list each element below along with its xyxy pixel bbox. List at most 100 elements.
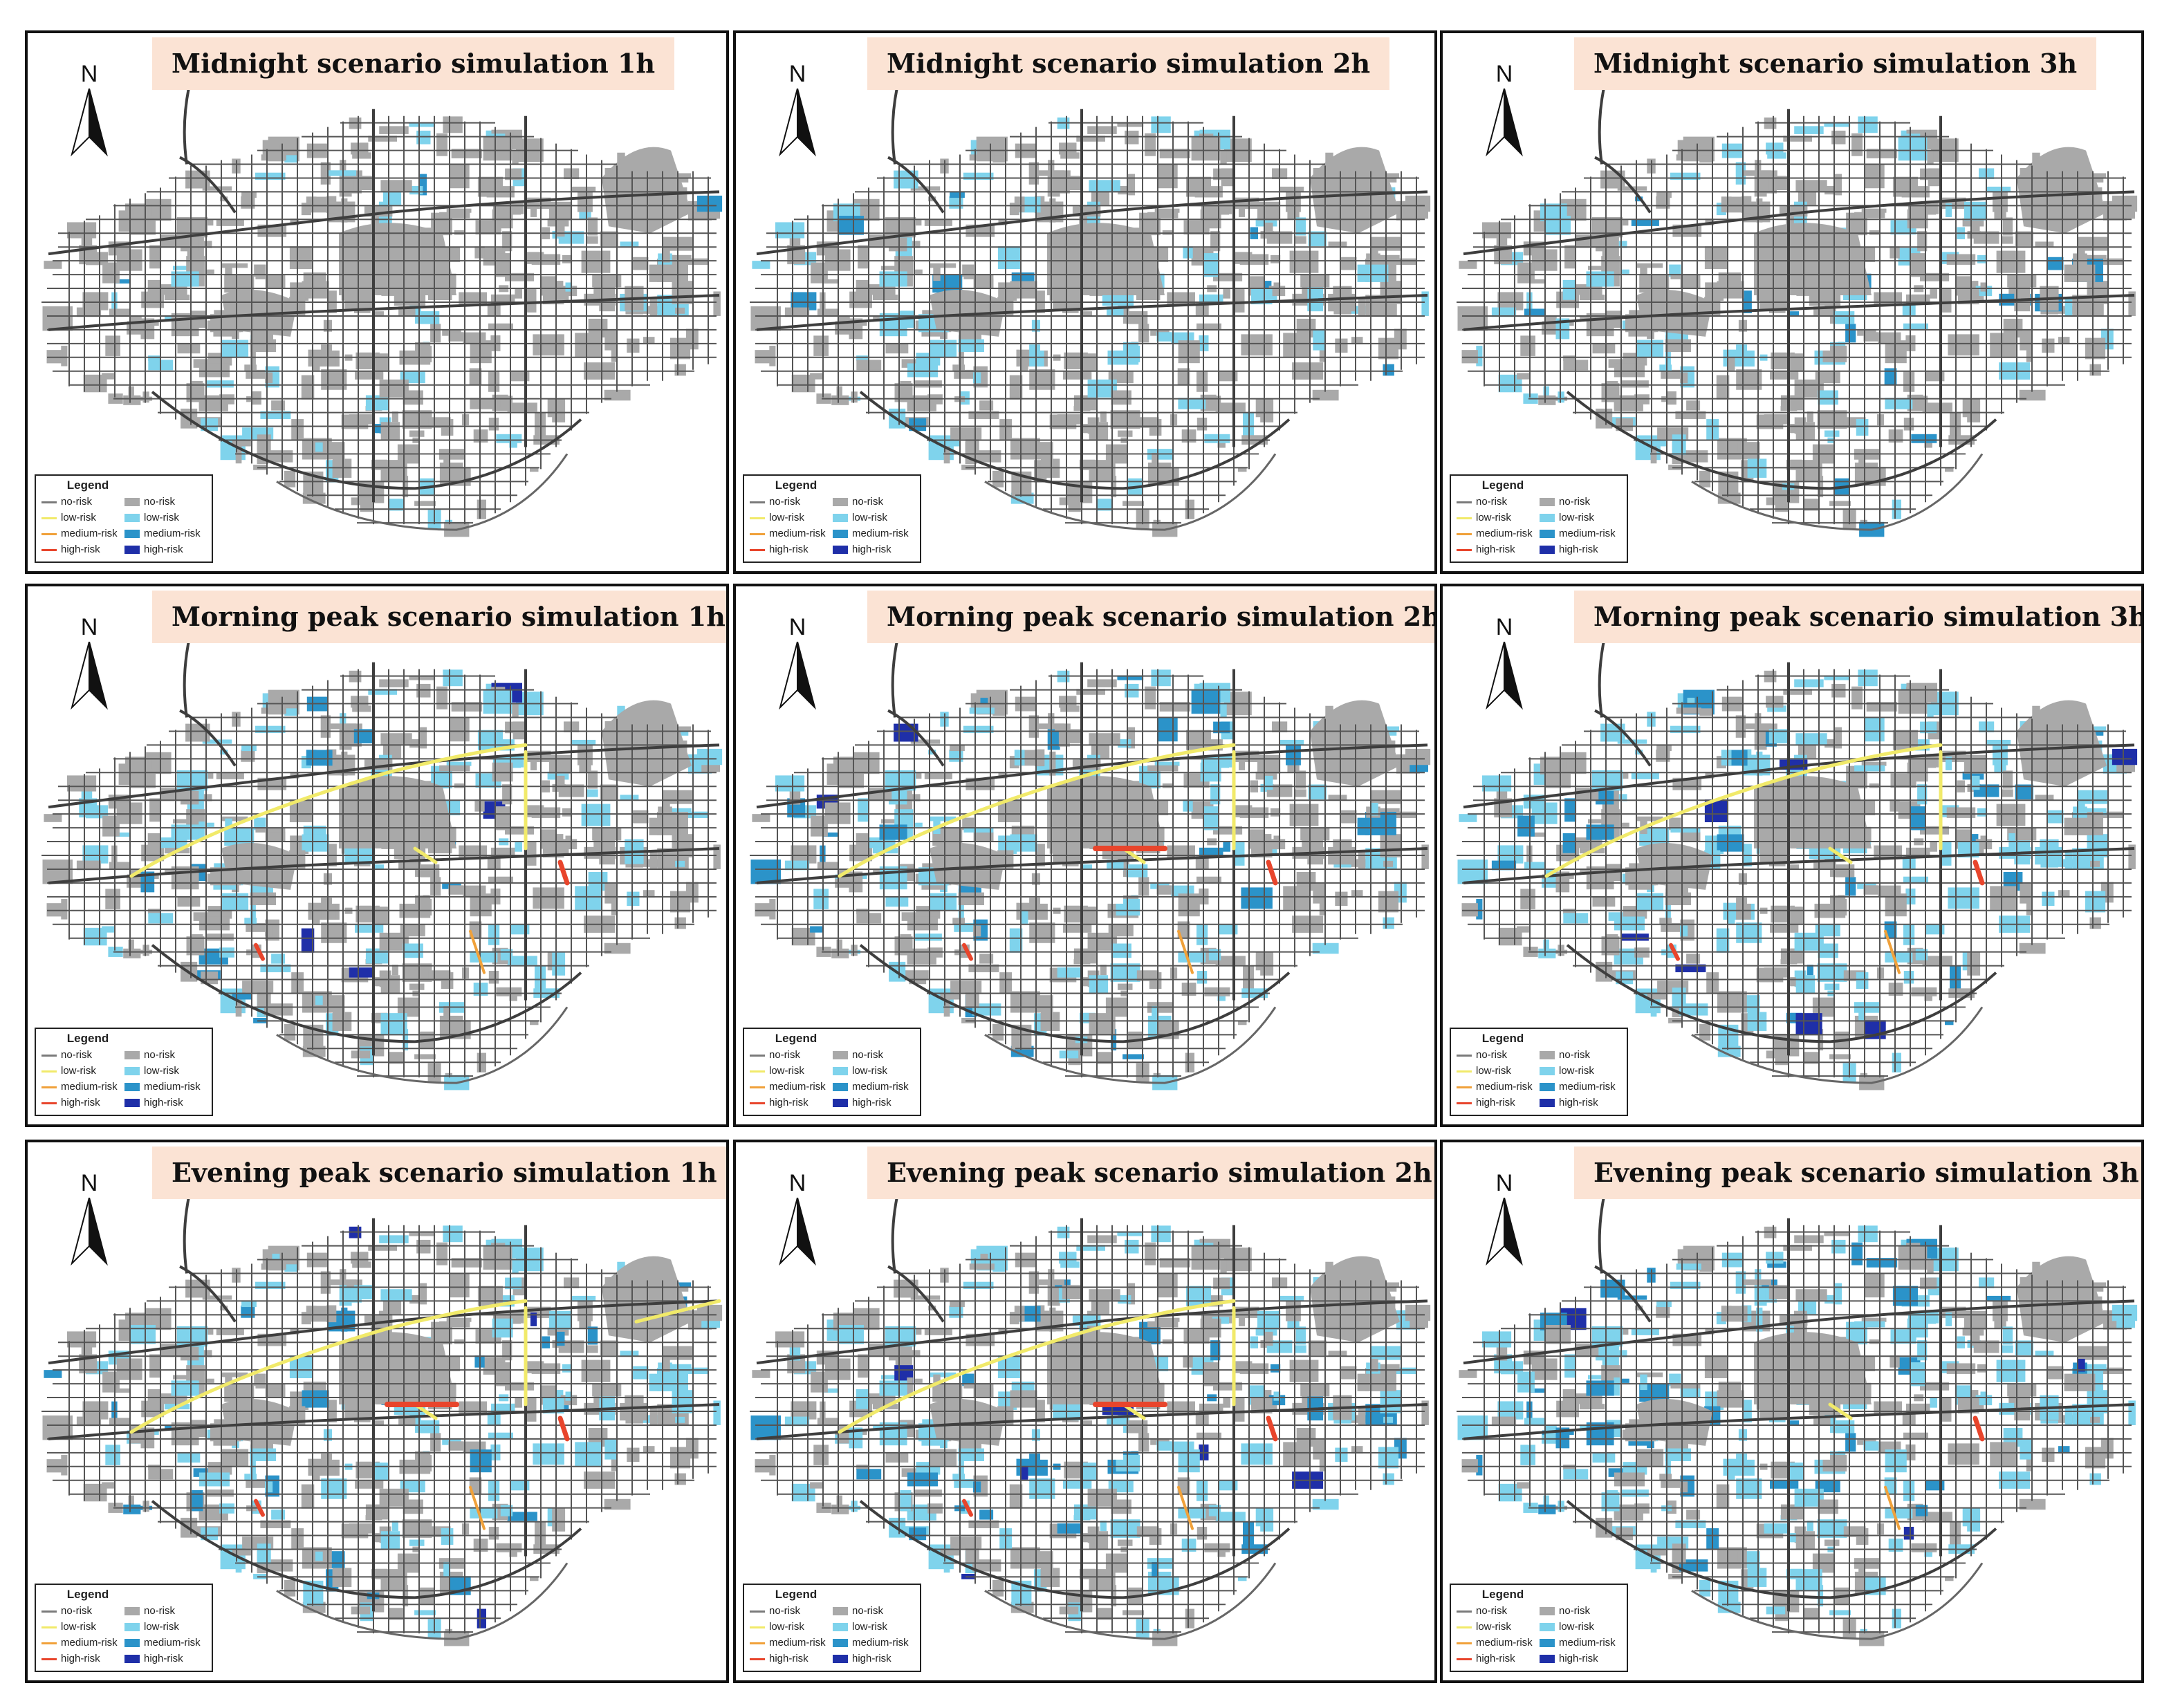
legend-road-item: medium-risk [750, 1080, 826, 1094]
legend-road-label: no-risk [1476, 1049, 1508, 1061]
legend-area-swatch [1540, 498, 1555, 507]
legend-road-label: no-risk [769, 496, 801, 508]
legend-area-swatch [124, 1067, 140, 1076]
risk-map [41, 1176, 723, 1646]
legend-area-swatch [1540, 1623, 1555, 1632]
central-block [1047, 1332, 1165, 1405]
central-block [339, 776, 456, 849]
road-network [41, 1176, 720, 1634]
legend-line-swatch [41, 517, 57, 519]
legend-road-label: high-risk [769, 544, 809, 555]
central-block [1047, 776, 1165, 849]
legend-area-label: medium-risk [1559, 1081, 1616, 1093]
legend-area-item: high-risk [833, 543, 891, 557]
north-label: N [80, 1170, 98, 1196]
legend-area-swatch [833, 1607, 848, 1616]
legend-area-label: high-risk [144, 544, 183, 555]
legend-area-label: no-risk [852, 496, 884, 508]
map-legend: Legend no-risk low-risk medium-risk high-ris… [1450, 1584, 1628, 1672]
map-legend: Legend no-risk low-risk medium-risk high-ris… [1450, 1028, 1628, 1116]
legend-area-item: high-risk [124, 543, 183, 557]
legend-area-label: low-risk [852, 512, 887, 523]
legend-area-swatch [833, 546, 848, 555]
legend-title: Legend [66, 1032, 109, 1045]
legend-area-item: no-risk [833, 1604, 883, 1618]
legend-area-label: low-risk [144, 1621, 179, 1633]
legend-road-label: no-risk [1476, 1605, 1508, 1617]
legend-area-label: medium-risk [852, 1081, 909, 1093]
legend-area-swatch [833, 1623, 848, 1632]
road-network [1457, 1176, 2135, 1634]
legend-title: Legend [66, 1588, 109, 1601]
legend-area-swatch [833, 1083, 848, 1092]
simulation-map-panel: Morning peak scenario simulation 3h N Lege… [1440, 584, 2144, 1127]
map-legend: Legend no-risk low-risk medium-risk high-ris… [35, 1028, 213, 1116]
road-network [750, 1176, 1428, 1634]
north-arrow: N [65, 614, 113, 711]
legend-line-swatch [750, 1086, 765, 1088]
north-arrow: N [773, 1170, 822, 1267]
legend-area-label: medium-risk [144, 528, 201, 539]
legend-road-label: no-risk [769, 1049, 801, 1061]
simulation-map-panel: Midnight scenario simulation 1h N Legend no… [25, 30, 729, 574]
legend-area-item: high-risk [1540, 1652, 1598, 1666]
legend-line-swatch [41, 532, 57, 535]
legend-road-item: low-risk [41, 511, 96, 525]
legend-road-label: no-risk [1476, 496, 1508, 508]
legend-road-item: high-risk [750, 1096, 809, 1110]
legend-title: Legend [1481, 479, 1524, 492]
legend-road-label: high-risk [1476, 1097, 1515, 1108]
legend-line-swatch [1457, 1070, 1472, 1073]
legend-line-swatch [1457, 501, 1472, 503]
legend-area-label: no-risk [1559, 1049, 1591, 1061]
legend-line-swatch [1457, 548, 1472, 551]
legend-line-swatch [41, 1658, 57, 1660]
legend-road-label: high-risk [769, 1097, 809, 1108]
legend-area-label: medium-risk [1559, 1637, 1616, 1649]
legend-road-item: low-risk [1457, 1064, 1511, 1078]
legend-area-label: high-risk [144, 1653, 183, 1664]
legend-area-label: no-risk [144, 1605, 176, 1617]
legend-title: Legend [775, 1588, 817, 1601]
legend-line-swatch [41, 1626, 57, 1628]
legend-line-swatch [1457, 1658, 1472, 1660]
legend-road-item: low-risk [41, 1064, 96, 1078]
legend-area-label: high-risk [1559, 544, 1598, 555]
north-label: N [788, 61, 806, 87]
legend-area-item: low-risk [1540, 511, 1594, 525]
north-arrow: N [65, 1170, 113, 1267]
legend-area-swatch [124, 1607, 140, 1616]
legend-title: Legend [775, 1032, 817, 1045]
north-label: N [788, 1170, 806, 1196]
legend-area-item: medium-risk [124, 527, 201, 541]
legend-area-swatch [833, 1051, 848, 1060]
north-arrow: N [65, 61, 113, 158]
legend-area-label: high-risk [852, 1097, 891, 1108]
legend-road-item: no-risk [41, 1048, 92, 1062]
legend-area-label: medium-risk [852, 1637, 909, 1649]
legend-line-swatch [750, 548, 765, 551]
simulation-map-panel: Morning peak scenario simulation 1h N Lege… [25, 584, 729, 1127]
simulation-map-panel: Morning peak scenario simulation 2h N Lege… [733, 584, 1437, 1127]
legend-road-item: high-risk [750, 1652, 809, 1666]
legend-area-item: high-risk [1540, 1096, 1598, 1110]
risk-road-segments [129, 743, 570, 974]
legend-line-swatch [750, 1610, 765, 1613]
legend-area-item: no-risk [833, 1048, 883, 1062]
panel-title: Evening peak scenario simulation 3h [1574, 1147, 2141, 1199]
legend-road-label: no-risk [61, 1605, 93, 1617]
legend-road-item: no-risk [1457, 1048, 1507, 1062]
legend-area-label: low-risk [1559, 512, 1594, 523]
legend-area-label: medium-risk [1559, 528, 1616, 539]
legend-line-swatch [1457, 1054, 1472, 1057]
legend-line-swatch [41, 1642, 57, 1644]
north-arrow-icon [71, 89, 108, 157]
legend-area-label: low-risk [144, 1065, 179, 1077]
legend-area-item: low-risk [124, 1064, 179, 1078]
legend-title: Legend [1481, 1588, 1524, 1601]
legend-line-swatch [41, 1610, 57, 1613]
legend-area-item: medium-risk [124, 1080, 201, 1094]
central-block [339, 223, 456, 296]
legend-line-swatch [1457, 1102, 1472, 1104]
